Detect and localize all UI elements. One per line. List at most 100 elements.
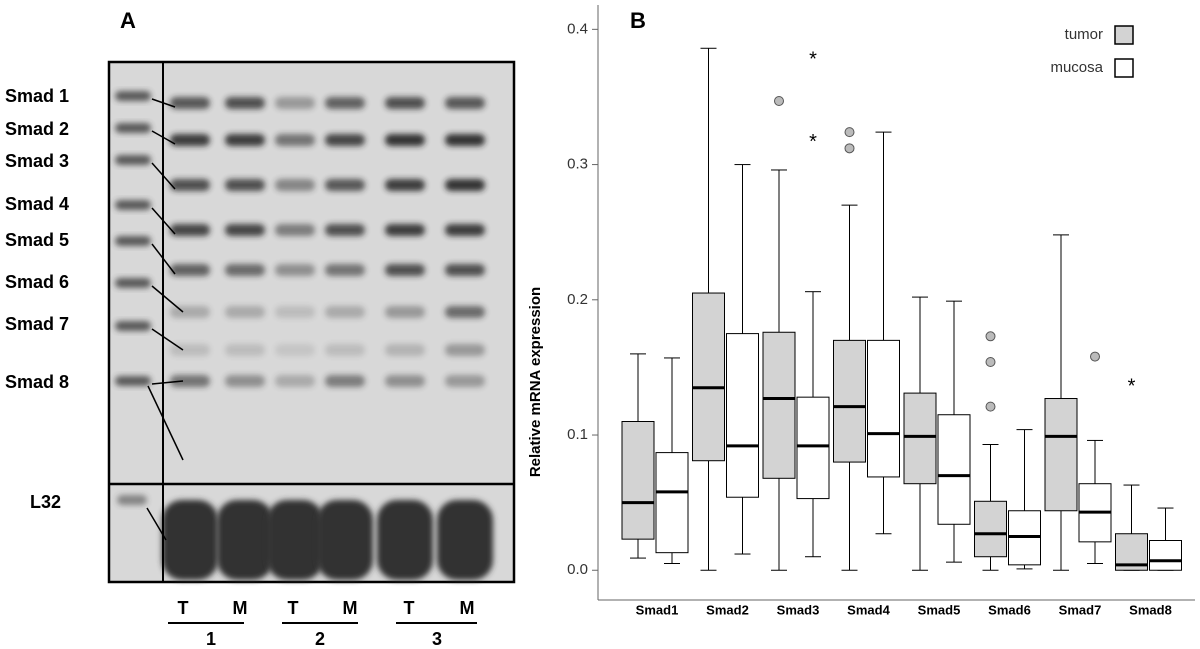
pointer xyxy=(151,98,176,108)
y-tick-label: 0.0 xyxy=(567,561,588,578)
panel-label: B xyxy=(630,8,646,33)
x-tick-label: Smad8 xyxy=(1129,602,1172,617)
band xyxy=(275,375,315,387)
group-label: 2 xyxy=(315,629,325,649)
pointer xyxy=(146,507,167,541)
legend-label: tumor xyxy=(1065,26,1103,43)
band xyxy=(275,224,315,236)
marker-band xyxy=(115,123,151,133)
band xyxy=(325,179,365,191)
band-label: Smad 6 xyxy=(5,272,69,292)
lane-label: T xyxy=(404,598,415,618)
gel xyxy=(107,60,516,584)
band xyxy=(275,264,315,276)
band xyxy=(275,344,315,356)
marker-band xyxy=(115,91,151,101)
band xyxy=(275,306,315,318)
pointer xyxy=(151,285,184,313)
box xyxy=(1149,540,1182,571)
marker-band xyxy=(115,236,151,246)
band xyxy=(170,224,210,236)
lane-label: T xyxy=(288,598,299,618)
band xyxy=(225,224,265,236)
band xyxy=(385,264,425,276)
band xyxy=(445,179,485,191)
pointer xyxy=(147,385,184,461)
extreme: * xyxy=(809,48,817,70)
outlier xyxy=(985,331,996,342)
outlier xyxy=(844,127,855,138)
pointer xyxy=(151,380,184,385)
box xyxy=(903,392,937,485)
band xyxy=(385,344,425,356)
outlier xyxy=(844,143,855,154)
band-label: Smad 3 xyxy=(5,151,69,171)
band xyxy=(325,306,365,318)
y-tick-label: 0.4 xyxy=(567,20,588,37)
band-label: Smad 5 xyxy=(5,230,69,250)
band xyxy=(445,134,485,146)
outlier xyxy=(985,401,996,412)
band-label: Smad 7 xyxy=(5,314,69,334)
extreme: * xyxy=(1128,376,1136,398)
band xyxy=(275,179,315,191)
outlier xyxy=(1090,351,1100,362)
box xyxy=(937,414,971,525)
band-label: L32 xyxy=(30,492,61,512)
box xyxy=(867,339,900,478)
control-band xyxy=(267,500,323,580)
box xyxy=(655,452,689,554)
group-label: 1 xyxy=(206,629,216,649)
control-band xyxy=(217,500,273,580)
box xyxy=(974,500,1007,558)
control-band xyxy=(437,500,493,580)
band-label: Smad 1 xyxy=(5,86,69,106)
band-label: Smad 2 xyxy=(5,119,69,139)
box xyxy=(1044,398,1078,512)
pointer xyxy=(151,207,176,235)
extreme: * xyxy=(809,131,817,153)
pointer xyxy=(151,162,176,190)
control-band xyxy=(317,500,373,580)
marker-band xyxy=(117,495,147,505)
band xyxy=(445,264,485,276)
band xyxy=(275,134,315,146)
band xyxy=(385,97,425,109)
pointer xyxy=(151,130,176,145)
marker-band xyxy=(115,155,151,165)
y-tick-label: 0.3 xyxy=(567,156,588,173)
lane-label: M xyxy=(460,598,475,618)
y-tick-label: 0.1 xyxy=(567,426,588,443)
band xyxy=(445,97,485,109)
y-axis-label: Relative mRNA expression xyxy=(527,287,544,477)
band xyxy=(225,375,265,387)
band xyxy=(225,344,265,356)
box xyxy=(692,292,725,462)
band xyxy=(225,179,265,191)
x-tick-label: Smad4 xyxy=(847,602,890,617)
box xyxy=(833,339,866,463)
x-tick-label: Smad1 xyxy=(636,602,679,617)
band xyxy=(170,375,210,387)
band xyxy=(170,134,210,146)
band-label: Smad 4 xyxy=(5,194,69,214)
band xyxy=(325,344,365,356)
outlier xyxy=(774,96,784,107)
band-label: Smad 8 xyxy=(5,372,69,392)
band xyxy=(170,264,210,276)
band xyxy=(325,134,365,146)
group-label: 3 xyxy=(432,629,442,649)
band xyxy=(385,134,425,146)
band xyxy=(385,375,425,387)
control-band xyxy=(377,500,433,580)
legend-swatch xyxy=(1114,25,1134,45)
band xyxy=(170,179,210,191)
x-tick-label: Smad6 xyxy=(988,602,1031,617)
lane-label: M xyxy=(343,598,358,618)
box xyxy=(762,331,796,479)
band xyxy=(325,264,365,276)
band xyxy=(445,224,485,236)
marker-band xyxy=(115,278,151,288)
band xyxy=(225,134,265,146)
band xyxy=(170,344,210,356)
